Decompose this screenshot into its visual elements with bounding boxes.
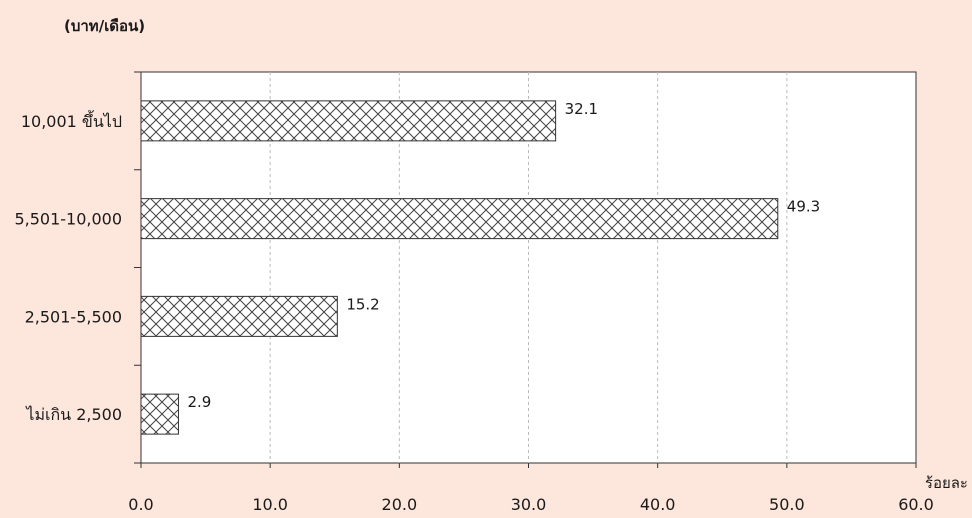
data-label: 49.3 xyxy=(787,198,820,216)
x-tick-label: 30.0 xyxy=(511,495,547,514)
bar xyxy=(140,295,338,337)
x-tick-label: 50.0 xyxy=(769,495,805,514)
labels: 0.0 10.0 20.0 30.0 40.0 50.0 60.0 10,001 ขึ้นไป… xyxy=(14,100,933,514)
category-label: 10,001 ขึ้นไป xyxy=(21,110,122,131)
category-label: 2,501-5,500 xyxy=(25,307,122,326)
data-label: 32.1 xyxy=(565,100,598,118)
gridlines xyxy=(269,72,788,463)
x-tick-label: 0.0 xyxy=(128,495,153,514)
category-label: ไม่เกิน 2,500 xyxy=(24,405,122,424)
bars xyxy=(140,100,779,435)
bar xyxy=(140,100,557,142)
x-tick-label: 40.0 xyxy=(640,495,676,514)
x-tick-label: 60.0 xyxy=(898,495,934,514)
data-label: 15.2 xyxy=(346,295,379,313)
axes xyxy=(134,71,917,468)
x-axis-title: ร้อยละ xyxy=(925,474,968,492)
category-label: 5,501-10,000 xyxy=(14,210,122,229)
x-tick-label: 10.0 xyxy=(252,495,288,514)
data-label: 2.9 xyxy=(187,393,211,411)
x-tick-label: 20.0 xyxy=(382,495,418,514)
bar xyxy=(140,198,779,240)
bar xyxy=(140,393,179,435)
unit-label: (บาท/เดือน) xyxy=(64,17,145,35)
